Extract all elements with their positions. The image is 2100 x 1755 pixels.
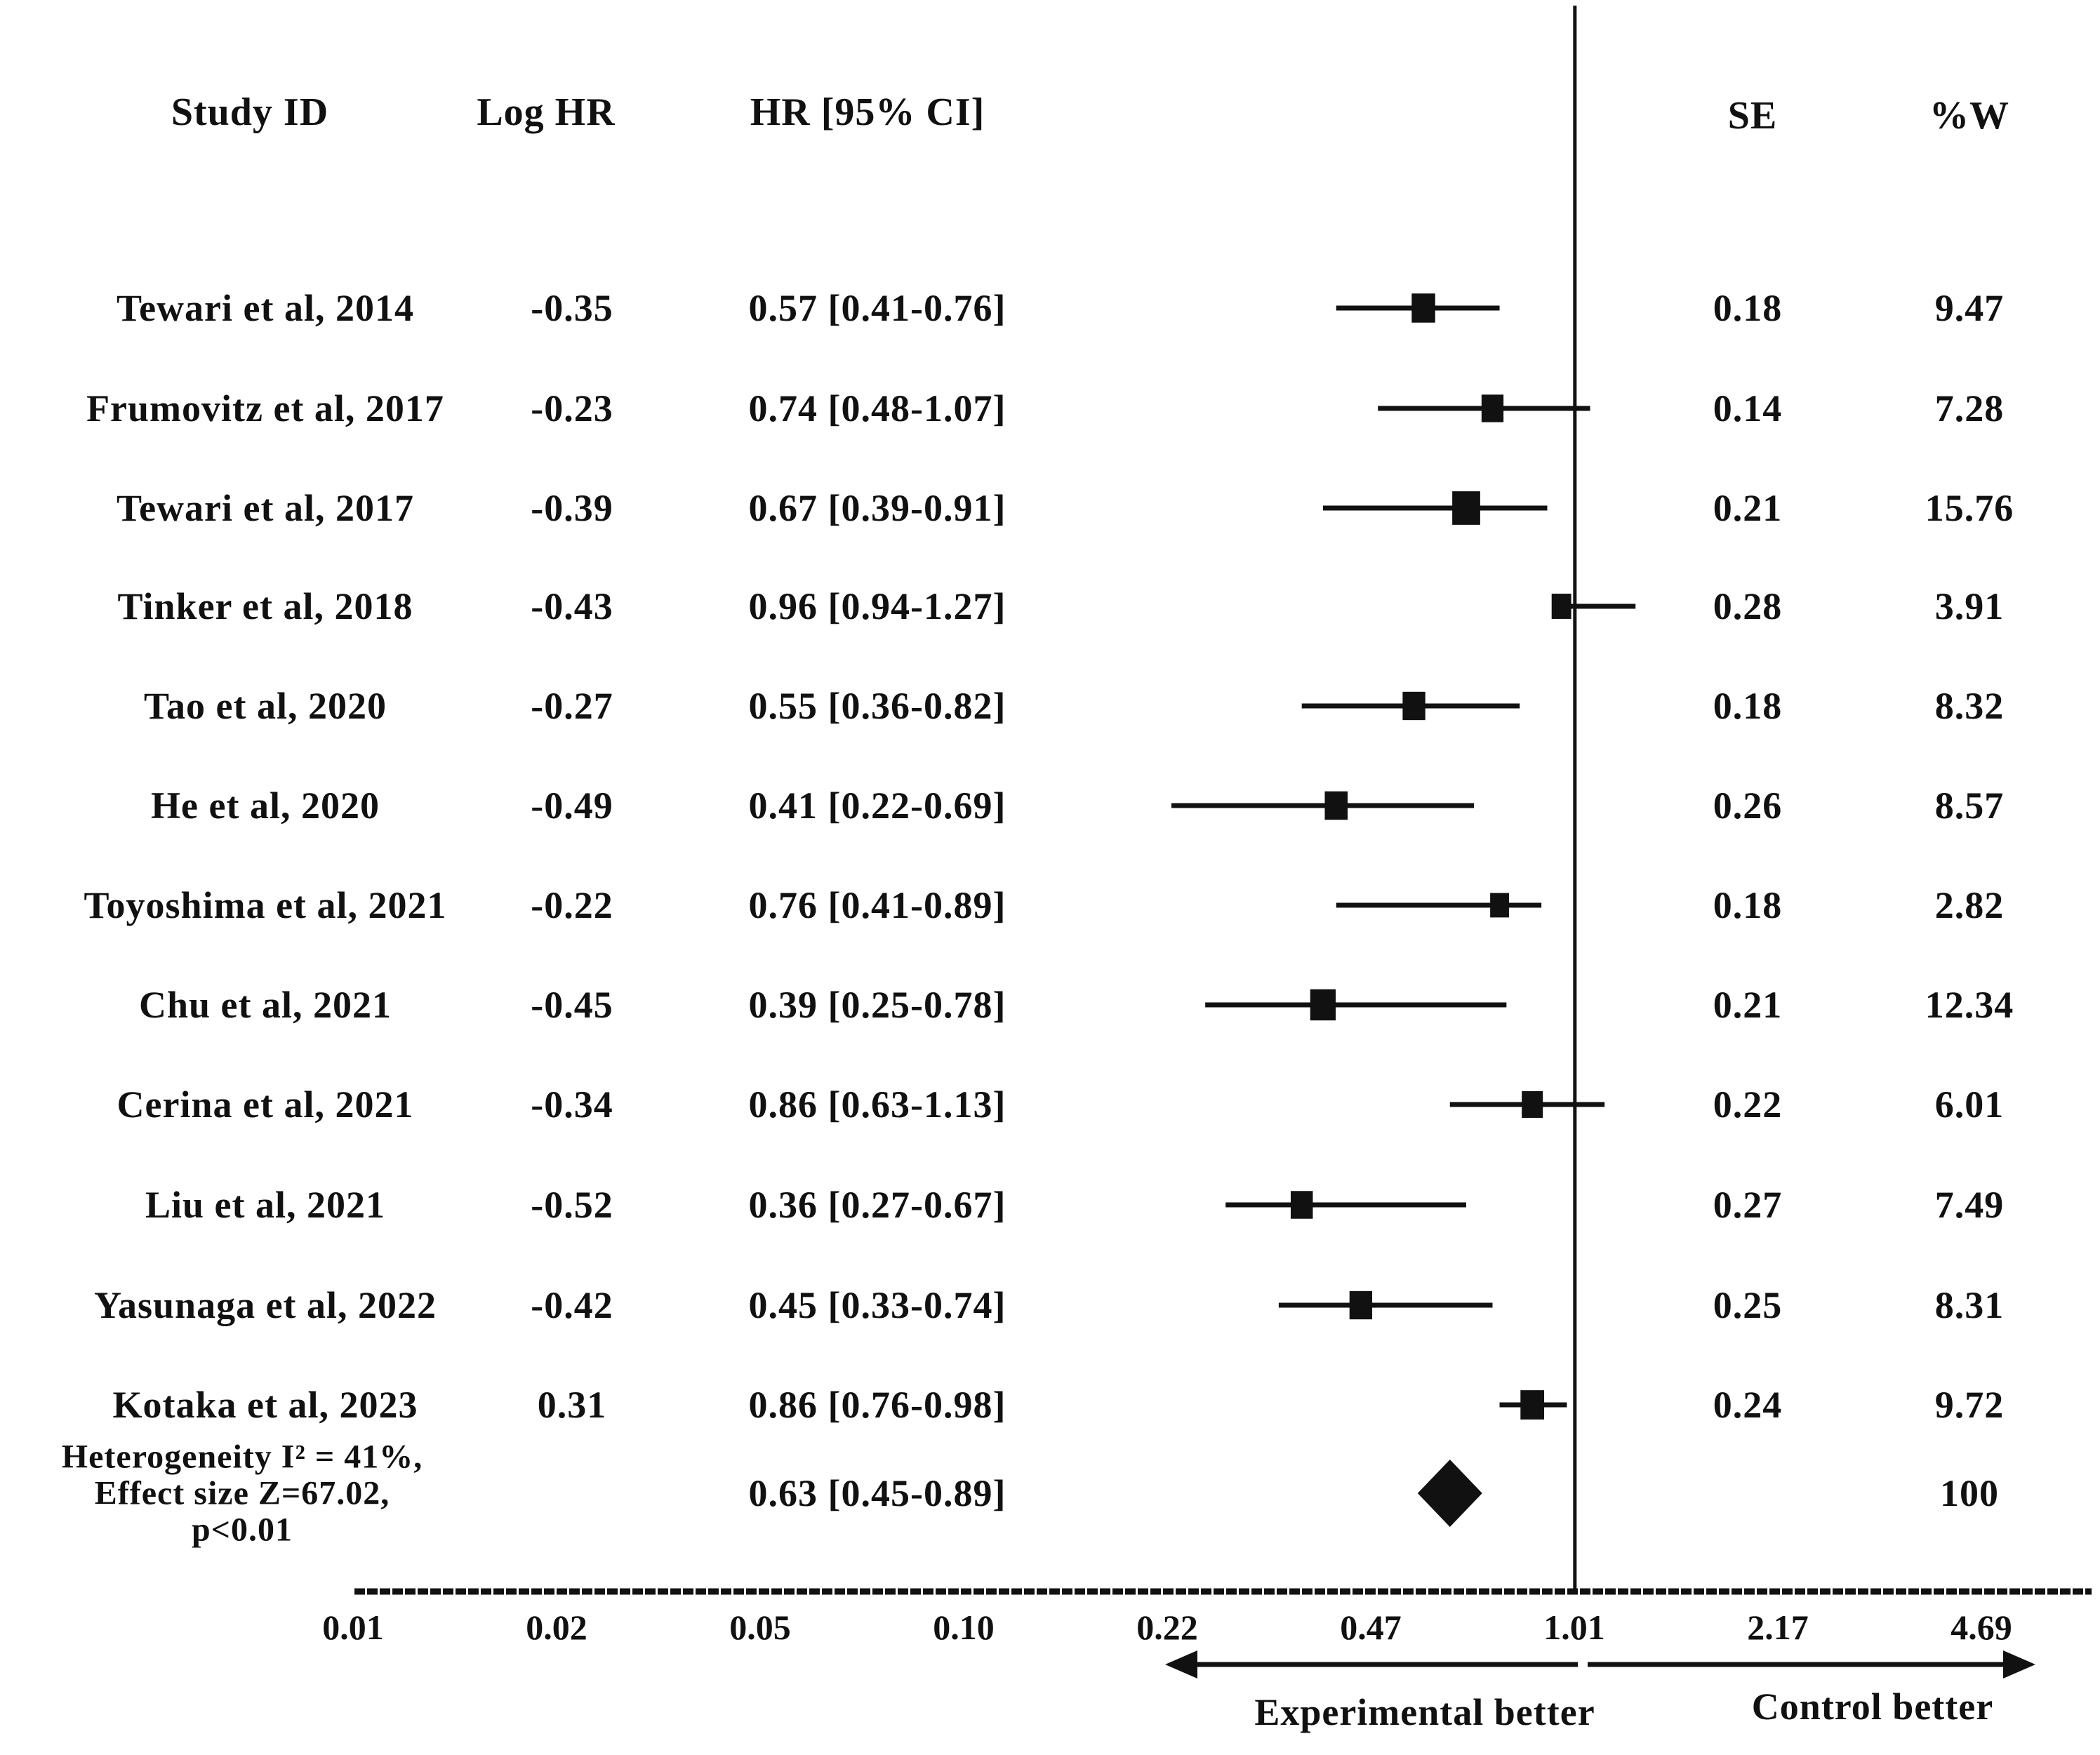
study-name: Frumovitz et al, 2017 <box>86 387 444 429</box>
pooled-weight-value: 100 <box>1940 1472 1999 1514</box>
se-value: 0.21 <box>1713 984 1783 1026</box>
weight-value: 8.31 <box>1934 1284 2005 1326</box>
hr-point-square <box>1452 491 1480 525</box>
se-value: 0.22 <box>1713 1083 1783 1126</box>
study-name: Tao et al, 2020 <box>143 685 387 727</box>
pooled-effect-diamond <box>1417 1460 1482 1527</box>
hr-ci-value: 0.96 [0.94-1.27] <box>748 585 1006 627</box>
log-hr-value: -0.52 <box>531 1184 613 1226</box>
weight-value: 15.76 <box>1925 487 2014 529</box>
se-value: 0.21 <box>1713 487 1783 529</box>
hr-ci-value: 0.67 [0.39-0.91] <box>748 487 1006 529</box>
study-name: Yasunaga et al, 2022 <box>93 1284 437 1326</box>
column-header-study-id: Study ID <box>171 91 329 134</box>
study-name: Tewari et al, 2014 <box>117 287 414 329</box>
log-hr-value: -0.34 <box>531 1083 613 1126</box>
log-hr-value: -0.23 <box>531 387 613 429</box>
experimental-better-label: Experimental better <box>1254 1691 1595 1733</box>
hr-ci-value: 0.76 [0.41-0.89] <box>748 884 1006 926</box>
control-better-arrowhead <box>2003 1650 2035 1679</box>
hr-ci-value: 0.74 [0.48-1.07] <box>748 387 1006 429</box>
hr-point-square <box>1522 1090 1543 1119</box>
log-hr-value: -0.49 <box>531 785 613 827</box>
log-hr-value: -0.27 <box>531 685 613 727</box>
log-hr-value: -0.22 <box>531 884 613 926</box>
weight-value: 9.72 <box>1934 1384 2005 1426</box>
se-value: 0.28 <box>1713 585 1783 627</box>
study-name: Toyoshima et al, 2021 <box>84 884 447 926</box>
pooled-hr-ci-value: 0.63 [0.45-0.89] <box>748 1472 1006 1514</box>
se-value: 0.18 <box>1713 287 1783 329</box>
study-name: Kotaka et al, 2023 <box>112 1384 418 1426</box>
x-axis-tick-label: 0.47 <box>1340 1608 1402 1647</box>
hr-point-square <box>1310 989 1336 1021</box>
study-name: Tinker et al, 2018 <box>117 585 413 627</box>
se-value: 0.14 <box>1713 387 1783 429</box>
se-value: 0.18 <box>1713 685 1783 727</box>
weight-value: 7.28 <box>1934 387 2005 429</box>
experimental-better-arrowhead <box>1165 1650 1197 1679</box>
x-axis-tick-label: 0.01 <box>322 1608 384 1647</box>
se-value: 0.24 <box>1713 1384 1783 1426</box>
weight-value: 12.34 <box>1925 984 2014 1026</box>
hr-point-square <box>1402 691 1426 721</box>
hr-ci-value: 0.36 [0.27-0.67] <box>748 1184 1006 1226</box>
hr-ci-value: 0.41 [0.22-0.69] <box>748 785 1006 827</box>
column-header-weight: %W <box>1929 94 2009 138</box>
hr-point-square <box>1324 791 1348 820</box>
column-header-hr-ci: HR [95% CI] <box>750 91 985 134</box>
x-axis-tick-label: 0.02 <box>526 1608 587 1647</box>
weight-value: 9.47 <box>1934 287 2005 329</box>
hr-ci-value: 0.86 [0.63-1.13] <box>748 1083 1006 1126</box>
hr-point-square <box>1411 293 1435 323</box>
control-better-label: Control better <box>1751 1686 1994 1728</box>
study-name: He et al, 2020 <box>151 785 380 827</box>
weight-value: 8.57 <box>1934 785 2005 827</box>
x-axis-tick-label: 1.01 <box>1543 1608 1605 1647</box>
heterogeneity-line-2: Effect size Z=67.02, <box>94 1474 390 1512</box>
hr-point-square <box>1551 594 1571 619</box>
study-name: Liu et al, 2021 <box>145 1184 386 1226</box>
column-header-log-hr: Log HR <box>477 91 616 134</box>
log-hr-value: -0.43 <box>531 585 613 627</box>
weight-value: 2.82 <box>1934 884 2005 926</box>
study-name: Cerina et al, 2021 <box>117 1083 414 1126</box>
x-axis-tick-label: 0.05 <box>729 1608 791 1647</box>
hr-ci-value: 0.57 [0.41-0.76] <box>748 287 1006 329</box>
log-hr-value: -0.39 <box>531 487 613 529</box>
se-value: 0.18 <box>1713 884 1783 926</box>
hr-point-square <box>1520 1390 1545 1420</box>
heterogeneity-line-3: p<0.01 <box>191 1511 293 1549</box>
x-axis-tick-label: 2.17 <box>1747 1608 1809 1647</box>
log-hr-value: -0.42 <box>531 1284 613 1326</box>
se-value: 0.25 <box>1713 1284 1783 1326</box>
hr-ci-value: 0.86 [0.76-0.98] <box>748 1384 1006 1426</box>
study-name: Chu et al, 2021 <box>138 984 392 1026</box>
x-axis-tick-label: 0.10 <box>933 1608 995 1647</box>
weight-value: 3.91 <box>1934 585 2005 627</box>
weight-value: 7.49 <box>1934 1184 2005 1226</box>
hr-point-square <box>1290 1191 1313 1219</box>
weight-value: 8.32 <box>1934 685 2005 727</box>
hr-ci-value: 0.45 [0.33-0.74] <box>748 1284 1006 1326</box>
hr-ci-value: 0.55 [0.36-0.82] <box>748 685 1006 727</box>
x-axis-tick-label: 4.69 <box>1951 1608 2012 1647</box>
heterogeneity-line-1: Heterogeneity I² = 41%, <box>61 1438 423 1476</box>
hr-point-square <box>1490 893 1509 918</box>
hr-ci-value: 0.39 [0.25-0.78] <box>748 984 1006 1026</box>
hr-point-square <box>1481 394 1504 422</box>
column-header-se: SE <box>1727 94 1778 138</box>
log-hr-value: -0.45 <box>531 984 613 1026</box>
weight-value: 6.01 <box>1934 1083 2005 1126</box>
log-hr-value: -0.35 <box>531 287 613 329</box>
x-axis-tick-label: 0.22 <box>1136 1608 1198 1647</box>
log-hr-value: 0.31 <box>537 1384 607 1426</box>
study-name: Tewari et al, 2017 <box>117 487 414 529</box>
hr-point-square <box>1349 1290 1373 1320</box>
se-value: 0.26 <box>1713 785 1783 827</box>
se-value: 0.27 <box>1713 1184 1783 1226</box>
